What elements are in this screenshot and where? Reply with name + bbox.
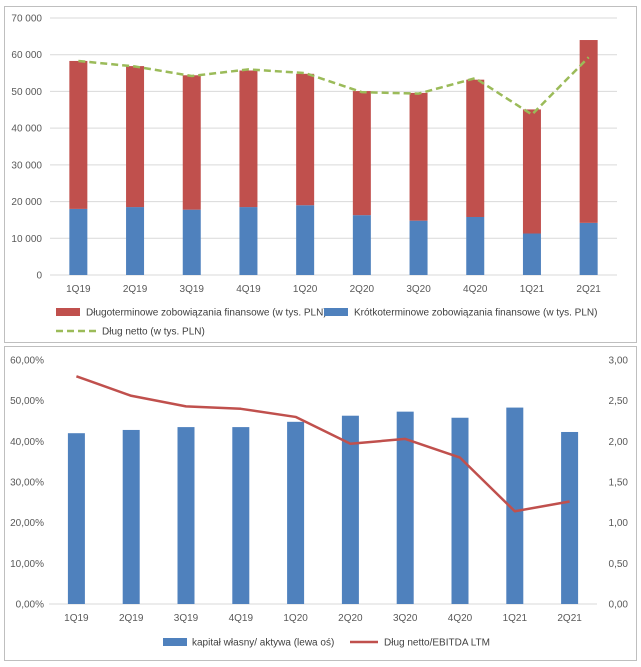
bottom-right-y-tick-label: 3,00 [609, 356, 629, 367]
bottom-right-y-tick-label: 2,50 [609, 396, 629, 407]
bottom-net-debt-ebitda-line [75, 375, 570, 513]
top-bar-short-term [579, 222, 598, 275]
bottom-x-tick-label: 2Q20 [338, 613, 363, 624]
top-bar-short-term [182, 209, 201, 275]
bottom-x-tick-label: 2Q21 [557, 613, 582, 624]
top-bar-long-term [409, 92, 428, 221]
top-x-tick-label: 2Q20 [350, 284, 375, 295]
top-x-tick-label: 4Q19 [236, 284, 261, 295]
top-bar-long-term [239, 70, 258, 208]
bottom-bar-equity-ratio [122, 429, 140, 604]
bottom-x-tick-label: 4Q19 [229, 613, 254, 624]
top-x-tick-label: 2Q19 [123, 284, 148, 295]
bottom-bar-equity-ratio [561, 431, 579, 604]
top-x-tick-label: 3Q20 [406, 284, 431, 295]
top-bar-long-term [522, 109, 541, 234]
top-bar-short-term [239, 207, 258, 275]
top-y-tick-label: 50 000 [11, 87, 42, 98]
top-x-tick-label: 1Q20 [293, 284, 318, 295]
bottom-left-y-tick-label: 10,00% [10, 559, 44, 570]
top-y-tick-label: 10 000 [11, 234, 42, 245]
bottom-bar-equity-ratio [177, 427, 195, 604]
bottom-right-y-tick-label: 1,50 [609, 478, 629, 489]
top-bar-long-term [466, 79, 485, 217]
bottom-x-tick-label: 1Q20 [283, 613, 308, 624]
top-y-tick-label: 40 000 [11, 124, 42, 135]
bottom-bar-equity-ratio [232, 427, 250, 604]
top-y-tick-label: 70 000 [11, 14, 42, 25]
bottom-x-tick-label: 3Q19 [174, 613, 199, 624]
bottom-right-y-tick-label: 2,00 [609, 437, 629, 448]
top-bar-short-term [126, 207, 145, 275]
top-y-tick-label: 60 000 [11, 50, 42, 61]
bottom-left-y-tick-label: 40,00% [10, 437, 44, 448]
bottom-bar-equity-ratio [341, 415, 359, 604]
bottom-right-y-tick-label: 1,00 [609, 518, 629, 529]
bottom-x-tick-label: 4Q20 [448, 613, 473, 624]
top-bar-short-term [522, 233, 541, 275]
top-bar-long-term [352, 91, 371, 216]
top-net-debt-line [78, 56, 590, 117]
top-bar-short-term [409, 220, 428, 275]
bottom-left-y-tick-label: 20,00% [10, 518, 44, 529]
top-bar-short-term [352, 215, 371, 275]
top-bar-long-term [296, 73, 315, 206]
top-x-tick-label: 3Q19 [180, 284, 205, 295]
bottom-left-y-tick-label: 0,00% [16, 600, 44, 611]
legend-swatch-equity-ratio [163, 638, 187, 646]
top-bar-short-term [296, 205, 315, 275]
top-x-tick-label: 1Q21 [520, 284, 545, 295]
legend-label-equity-ratio: kapitał własny/ aktywa (lewa oś) [192, 638, 334, 649]
legend-swatch-short-term [324, 308, 348, 316]
bottom-x-tick-label: 3Q20 [393, 613, 418, 624]
top-y-tick-label: 0 [36, 271, 42, 282]
top-bar-short-term [69, 208, 88, 275]
bottom-left-y-tick-label: 30,00% [10, 478, 44, 489]
bottom-left-y-tick-label: 50,00% [10, 396, 44, 407]
top-x-tick-label: 4Q20 [463, 284, 488, 295]
top-bar-long-term [579, 40, 598, 223]
bottom-left-y-tick-label: 60,00% [10, 356, 44, 367]
legend-label-net-debt: Dług netto (w tys. PLN) [102, 327, 205, 338]
bottom-x-tick-label: 1Q21 [503, 613, 528, 624]
top-bar-long-term [126, 66, 145, 208]
legend-label-net-debt-ebitda: Dług netto/EBITDA LTM [384, 638, 490, 649]
legend-label-long-term: Długoterminowe zobowiązania finansowe (w… [86, 308, 327, 319]
legend-swatch-long-term [56, 308, 80, 316]
bottom-bar-equity-ratio [396, 411, 414, 604]
bottom-bar-equity-ratio [506, 407, 524, 604]
top-x-tick-label: 1Q19 [66, 284, 91, 295]
bottom-x-tick-label: 1Q19 [64, 613, 89, 624]
bottom-x-tick-label: 2Q19 [119, 613, 144, 624]
bottom-bar-equity-ratio [287, 421, 305, 604]
top-bar-long-term [182, 75, 201, 210]
legend-label-short-term: Krótkoterminowe zobowiązania finansowe (… [354, 308, 597, 319]
top-bar-short-term [466, 216, 485, 275]
bottom-right-y-tick-label: 0,00 [609, 600, 629, 611]
bottom-bar-equity-ratio [451, 417, 469, 604]
top-y-tick-label: 30 000 [11, 160, 42, 171]
top-x-tick-label: 2Q21 [576, 284, 601, 295]
top-y-tick-label: 20 000 [11, 197, 42, 208]
bottom-bar-equity-ratio [67, 433, 85, 604]
bottom-right-y-tick-label: 0,50 [609, 559, 629, 570]
top-bar-long-term [69, 60, 88, 209]
bottom-chart-frame [4, 346, 637, 661]
